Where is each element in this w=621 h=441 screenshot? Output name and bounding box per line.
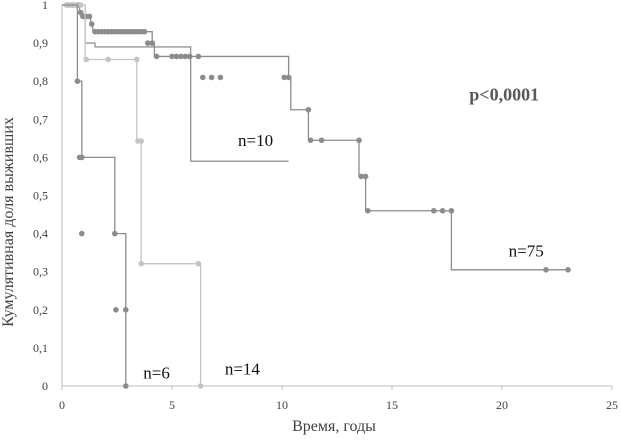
y-tick-label: 0,3 <box>33 265 48 279</box>
label-n6: n=6 <box>143 363 170 382</box>
y-tick-label: 0,6 <box>33 150 48 164</box>
censor-marker-n75 <box>200 74 206 81</box>
censor-marker-n6 <box>113 307 119 313</box>
censor-marker-n75 <box>153 53 160 60</box>
series-n6 <box>62 4 129 389</box>
y-tick-label: 1 <box>42 0 48 12</box>
x-tick-label: 20 <box>496 398 508 412</box>
censor-marker-n14 <box>134 56 140 63</box>
censor-marker-n75 <box>307 137 314 144</box>
censor-marker-n14 <box>138 138 144 144</box>
censor-marker-n75 <box>281 74 288 81</box>
censor-marker-n75 <box>285 74 292 81</box>
censor-marker-n6 <box>123 383 129 389</box>
censor-marker-n75 <box>195 53 202 60</box>
series-line-n14 <box>62 4 202 386</box>
censor-marker-n75 <box>217 74 224 81</box>
censor-marker-n75 <box>145 40 151 46</box>
axes: 00,10,20,30,40,50,60,70,80,910 5 10 15 20 25 <box>33 0 618 412</box>
censor-marker-n75 <box>208 74 215 81</box>
censor-marker-n75 <box>358 173 365 180</box>
label-n14: n=14 <box>225 360 261 379</box>
x-tick-label: 0 <box>59 398 65 412</box>
censor-marker-n75 <box>318 137 325 144</box>
censor-marker-n6 <box>79 230 85 237</box>
y-tick-label: 0,8 <box>33 74 48 88</box>
y-tick-label: 0,5 <box>33 189 48 203</box>
censor-marker-n6 <box>79 154 85 161</box>
x-axis-title: Время, годы <box>292 418 376 435</box>
censor-marker-n75 <box>169 53 175 60</box>
censor-marker-n75 <box>365 207 371 214</box>
censor-marker-n6 <box>74 78 81 84</box>
censor-marker-n6 <box>112 230 118 237</box>
x-tick-label: 5 <box>169 398 175 412</box>
annotations-layer: p<0,0001 n=10 n=75 n=6 n=14 <box>143 84 543 382</box>
x-tick-label: 10 <box>276 398 288 412</box>
censor-marker-n14 <box>197 383 204 389</box>
censor-marker-n14 <box>105 56 111 63</box>
censor-marker-n75 <box>149 40 155 46</box>
x-tick-label: 15 <box>386 398 398 412</box>
censor-marker-n6 <box>123 307 129 313</box>
series-n75 <box>62 2 571 273</box>
series-layer <box>62 2 571 389</box>
censor-marker-n75 <box>305 106 312 113</box>
y-axis-title: Кумулятивная доля выживших <box>0 117 17 327</box>
censor-marker-n75 <box>356 137 362 144</box>
x-tick-label: 25 <box>606 398 618 412</box>
censor-marker-n75 <box>543 266 549 273</box>
censor-marker-n75 <box>448 207 455 214</box>
censor-marker-n14 <box>138 260 144 267</box>
y-tick-label: 0,9 <box>33 36 48 50</box>
y-tick-label: 0,2 <box>33 303 48 317</box>
censor-marker-n75 <box>182 53 188 60</box>
p-value: p<0,0001 <box>469 84 539 104</box>
censor-marker-n75 <box>431 207 437 214</box>
series-n14 <box>62 2 204 389</box>
censor-marker-n14 <box>195 260 202 267</box>
censor-marker-n75 <box>86 13 93 20</box>
label-n75: n=75 <box>509 241 544 260</box>
censor-marker-n75 <box>565 266 571 273</box>
censor-marker-n75 <box>141 28 148 35</box>
censor-marker-n75 <box>88 21 95 27</box>
y-tick-label: 0,1 <box>33 341 48 355</box>
y-tick-label: 0,4 <box>33 227 48 241</box>
censor-marker-n75 <box>173 53 180 60</box>
censor-marker-n75 <box>439 207 446 214</box>
censor-marker-n75 <box>178 53 184 60</box>
y-tick-label: 0 <box>42 379 48 393</box>
censor-marker-n14 <box>77 2 84 8</box>
censor-marker-n14 <box>83 56 89 63</box>
label-n10: n=10 <box>238 131 273 150</box>
censor-marker-n75 <box>186 53 193 60</box>
y-tick-label: 0,7 <box>33 112 48 126</box>
censor-marker-n75 <box>362 173 369 180</box>
series-line-n75 <box>62 4 568 271</box>
series-line-n6 <box>62 4 127 386</box>
